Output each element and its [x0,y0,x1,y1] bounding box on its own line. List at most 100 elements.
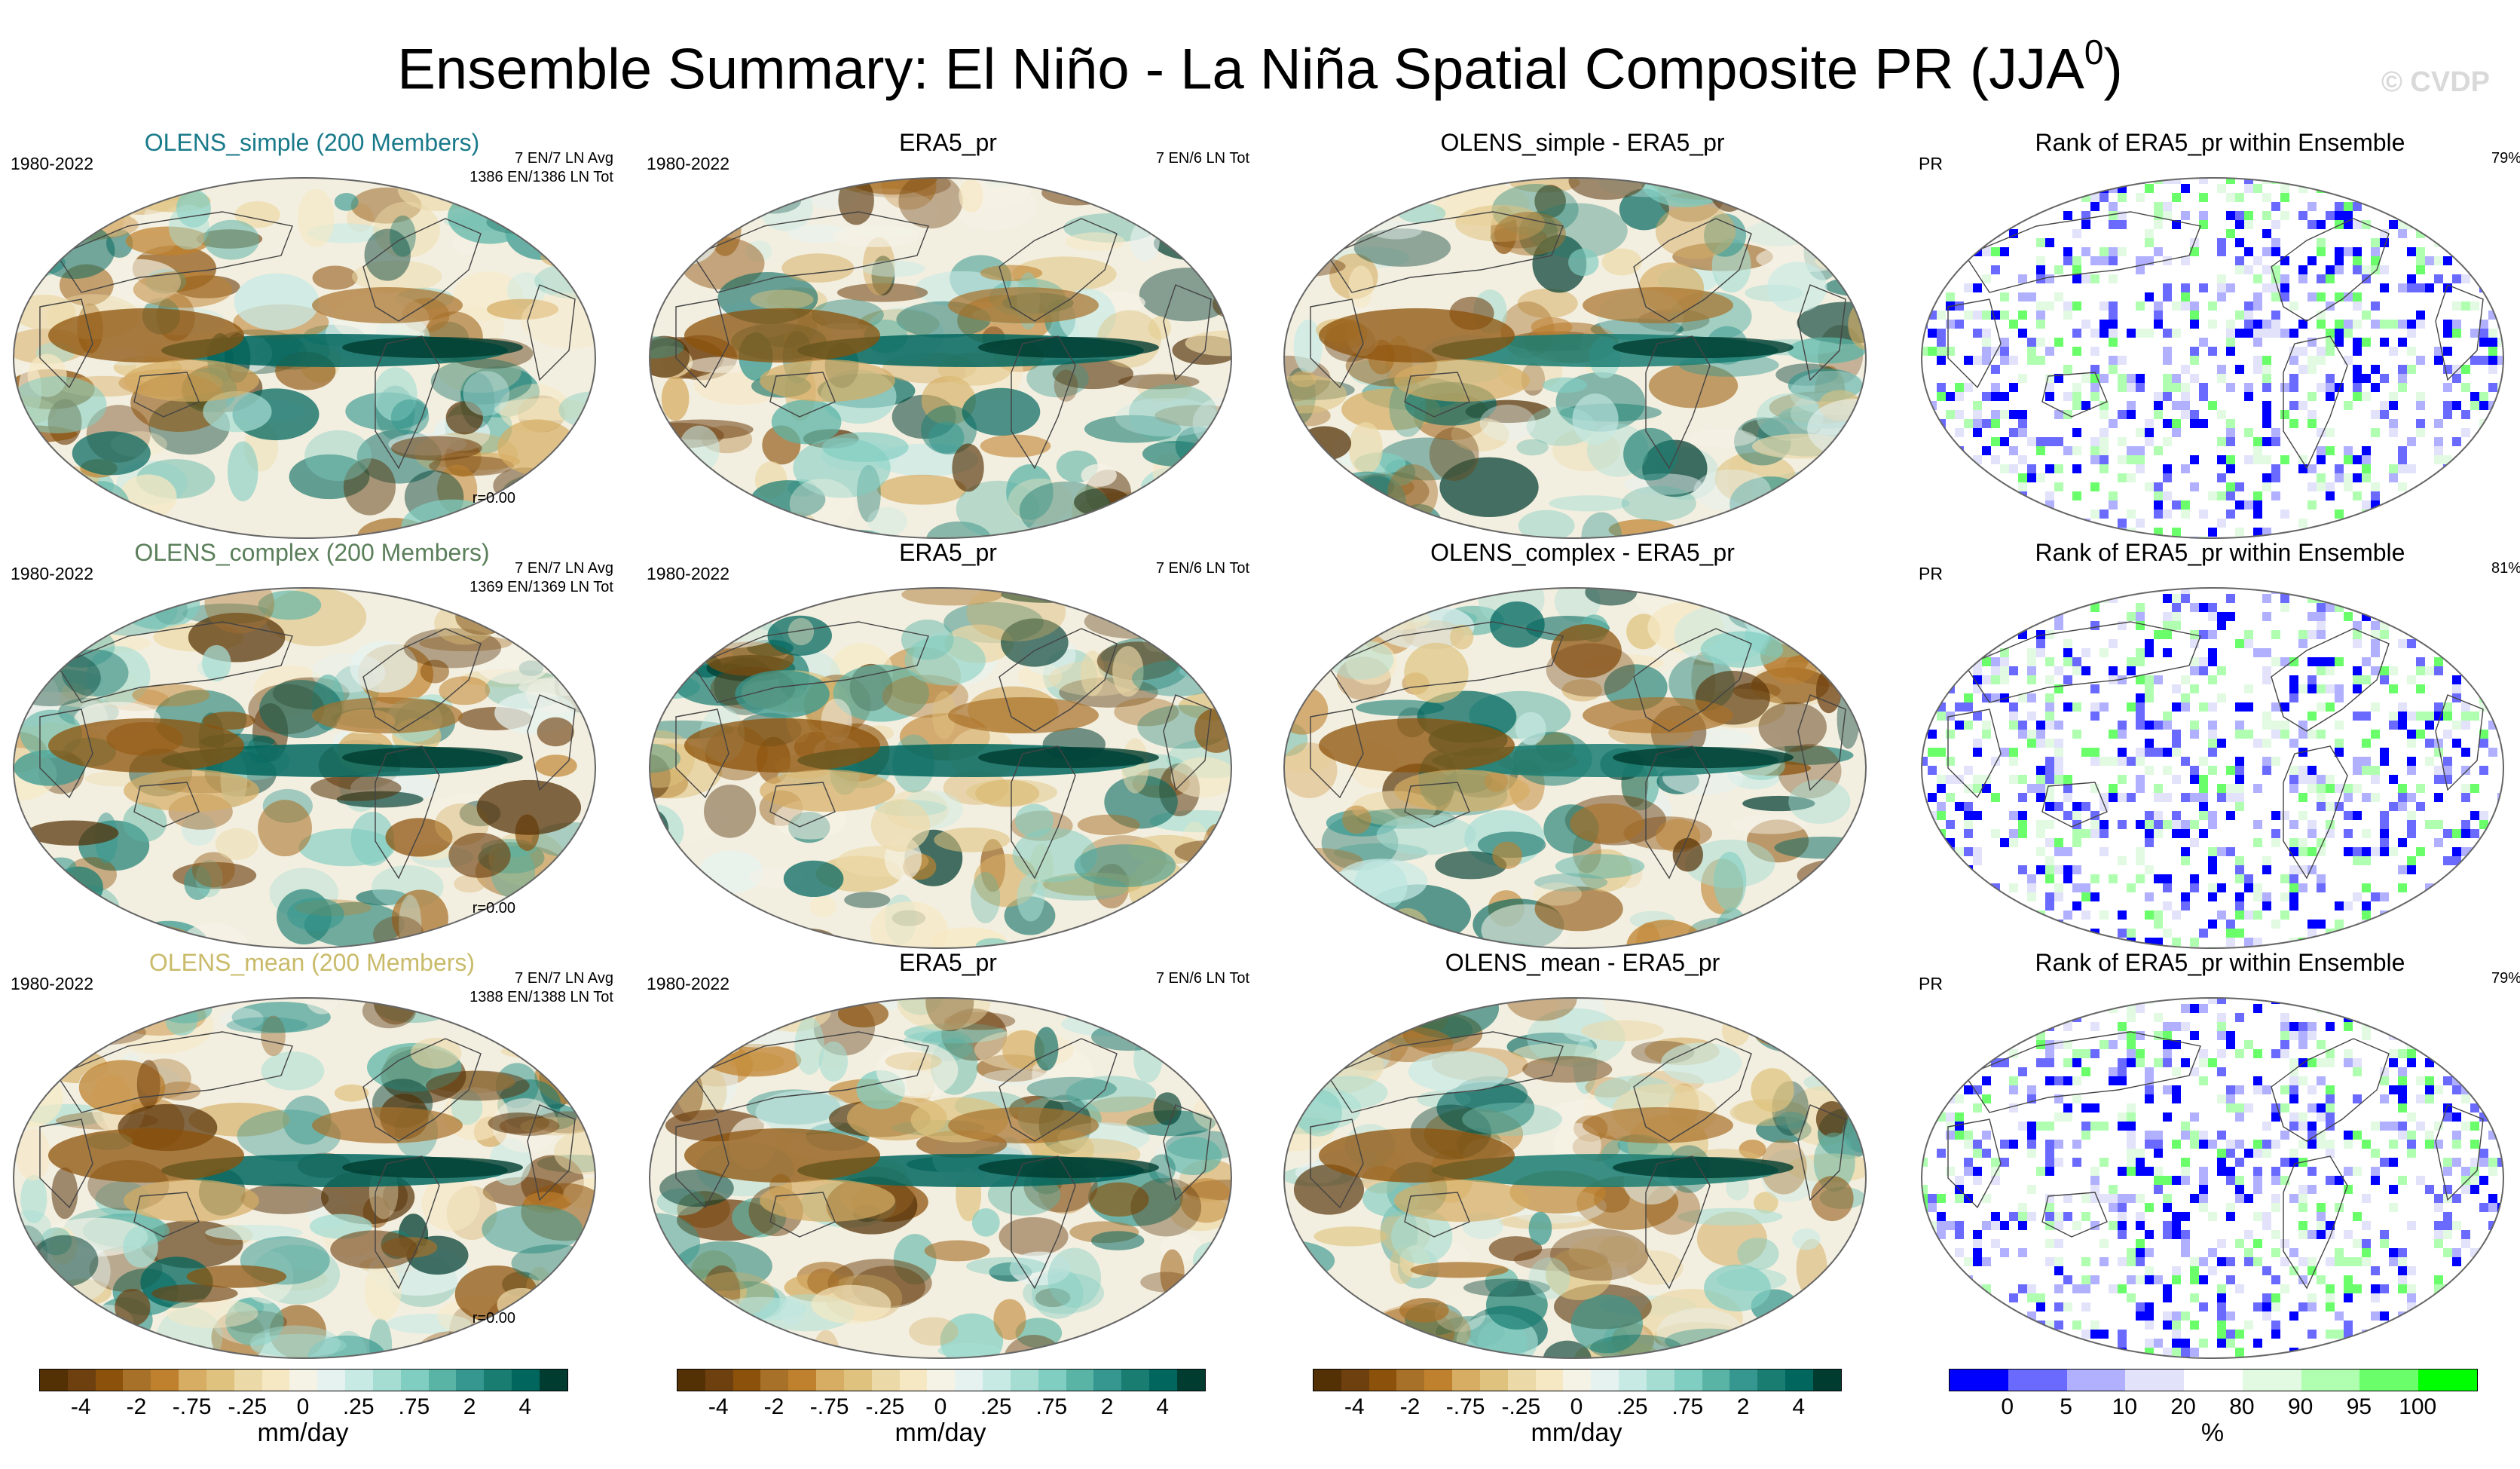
colorbar-swatch [983,1370,1011,1391]
map-panel: Rank of ERA5_pr within Ensemble PR 79% [1919,128,2520,539]
figure-title: Ensemble Summary: El Niño - La Niña Spat… [397,32,2123,102]
colorbar-swatch [67,1370,96,1391]
colorbar-tick-label: 90 [2287,1394,2314,1419]
colorbar: -4 -2 -.75 -.25 0 .25 .75 2 4 mm/day [677,1369,1280,1459]
pattern-correlation: r=0.00 [472,1310,515,1327]
colorbar: -4 -2 -.75 -.25 0 .25 .75 2 4 mm/day [1313,1369,1916,1459]
panel-title: Rank of ERA5_pr within Ensemble [2035,949,2405,976]
colorbar-swatch [1452,1370,1480,1391]
precip-map [13,587,596,949]
colorbar-tick-label: -.25 [865,1394,905,1419]
colorbar-swatch [1149,1370,1177,1391]
colorbar-swatch [345,1370,373,1391]
map-panel: ERA5_pr 1980-2022 7 EN/6 LN Tot [647,128,1249,539]
colorbar-tick-label: 2 [463,1394,476,1419]
precip-map [13,177,596,539]
colorbar-swatch [123,1370,151,1391]
panel-right-line: 1386 EN/1386 LN Tot [469,169,613,185]
colorbar-swatch [732,1370,761,1391]
panel-right-line: 7 EN/7 LN Avg [515,970,613,987]
colorbar-swatch [539,1370,567,1391]
colorbar-swatch [1950,1370,2008,1391]
colorbar-swatch [317,1370,346,1391]
colorbar-tick-label: 4 [1156,1394,1170,1419]
colorbar-swatch [1535,1370,1564,1391]
colorbar-swatch [1674,1370,1702,1391]
colorbar-swatch [955,1370,983,1391]
colorbar-swatch [484,1370,512,1391]
colorbar-tick-label: 0 [1570,1394,1583,1419]
map-panel: ERA5_pr 1980-2022 7 EN/6 LN Tot [647,948,1249,1359]
panel-right-label: 7 EN/6 LN Tot [1156,149,1249,168]
colorbar-tick-label: .75 [398,1394,430,1419]
precip-map [1283,997,1867,1359]
colorbar-swatch [816,1370,844,1391]
colorbar-swatch [1010,1370,1038,1391]
colorbar-tick-label: -.75 [809,1394,849,1419]
rank-map [1921,997,2504,1359]
precip-map [649,997,1232,1359]
colorbar-tick-label: .25 [342,1394,375,1419]
colorbar-swatch [1591,1370,1619,1391]
colorbar-swatch [1176,1370,1205,1391]
colorbar-tick-label: -2 [126,1394,147,1419]
colorbar-tick-label: -4 [708,1394,729,1419]
panel-title: OLENS_simple - ERA5_pr [1440,129,1725,156]
panel-title: OLENS_simple (200 Members) [144,129,480,156]
colorbar-swatch [1729,1370,1758,1391]
map-panel: OLENS_simple (200 Members) 1980-2022 7 EN/… [11,128,613,539]
colorbar-swatch [1757,1370,1786,1391]
colorbar-swatch [95,1370,124,1391]
colorbar-swatch [1341,1370,1369,1391]
colorbar-swatch [206,1370,234,1391]
colorbar-tick-label: 4 [1792,1394,1806,1419]
panel-left-label: 1980-2022 [11,564,93,583]
colorbar-swatch [456,1370,485,1391]
pattern-correlation: r=0.00 [472,900,515,917]
precip-map [649,587,1232,949]
panel-title: ERA5_pr [899,129,997,156]
panel-title: OLENS_mean - ERA5_pr [1445,949,1720,976]
map-panel: OLENS_complex (200 Members) 1980-2022 7 EN… [11,538,613,949]
panel-right-label: 7 EN/7 LN Avg 1369 EN/1369 LN Tot [469,559,613,597]
map-panel: OLENS_mean (200 Members) 1980-2022 7 EN/7 … [11,948,613,1359]
panel-title: OLENS_complex - ERA5_pr [1430,539,1735,566]
panel-right-line: 1369 EN/1369 LN Tot [469,579,613,595]
colorbar-unit: mm/day [1531,1419,1622,1447]
map-panel: OLENS_complex - ERA5_pr [1281,538,1884,949]
colorbar-swatch [512,1370,540,1391]
colorbar: 0 5 10 20 80 90 95 100% [1949,1369,2520,1459]
panel-right-line: 7 EN/6 LN Tot [1155,560,1249,577]
panel-right-line: 1388 EN/1388 LN Tot [469,989,613,1005]
colorbar-swatch [2066,1370,2126,1391]
panel-right-label: 7 EN/7 LN Avg 1388 EN/1388 LN Tot [469,969,613,1007]
map-panel: OLENS_mean - ERA5_pr [1281,948,1884,1359]
colorbar-swatch [1479,1370,1508,1391]
colorbar-swatch [2242,1370,2301,1391]
colorbar-tick-label: 0 [934,1394,947,1419]
colorbar-tick-label: .25 [980,1394,1012,1419]
panel-left-label: 1980-2022 [11,974,93,993]
colorbar-tick-label: -.75 [1445,1394,1485,1419]
panel-left-label: 1980-2022 [647,974,729,993]
rank-map [1921,177,2504,539]
colorbar-swatch [1785,1370,1813,1391]
colorbar-swatch [2125,1370,2185,1391]
colorbar-swatch [40,1370,68,1391]
panel-right-line: 81% [2491,560,2520,577]
panel-right-label: 79% [2491,149,2520,168]
panel-right-line: 7 EN/6 LN Tot [1155,150,1249,167]
panel-right-label: 81% [2491,559,2520,578]
colorbar-tick-label: 20 [2170,1394,2196,1419]
colorbar-swatch [1646,1370,1674,1391]
colorbar-tick-label: 100 [2399,1394,2437,1419]
panel-title: ERA5_pr [899,539,997,566]
colorbar: -4 -2 -.75 -.25 0 .25 .75 2 4 mm/day [39,1369,642,1459]
colorbar-swatch [1121,1370,1150,1391]
colorbar-swatch [788,1370,817,1391]
panel-right-line: 79% [2491,970,2520,987]
colorbar-swatch [2418,1370,2477,1391]
colorbar-tick-label: .25 [1616,1394,1648,1419]
colorbar-swatch [1038,1370,1066,1391]
colorbar-swatch [927,1370,956,1391]
